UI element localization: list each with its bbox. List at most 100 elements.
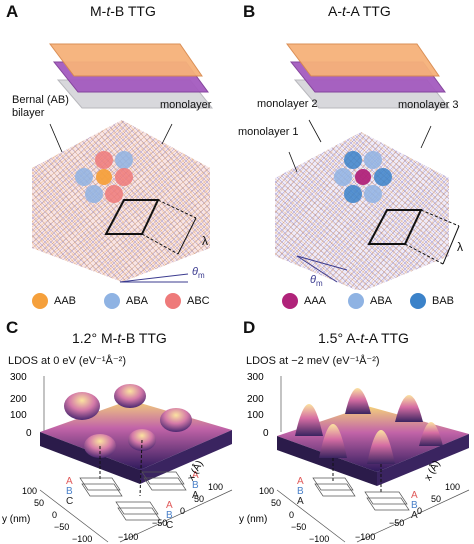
c-zticks-100: 100 <box>10 410 27 421</box>
d-peak-6 <box>419 422 443 446</box>
panel-b-title: A-t-A TTG <box>328 3 391 19</box>
panel-d-title: 1.5° A-t-A TTG <box>318 330 409 346</box>
monolayer-label-a: monolayer <box>160 99 212 111</box>
c-stack1-b: B <box>66 486 73 497</box>
c-lattice-stack-2 <box>141 471 187 491</box>
legend-item-bab: BAB <box>410 293 454 309</box>
c-peak-2 <box>114 384 146 408</box>
d-xtick-100: 100 <box>445 482 460 492</box>
d-ytick-m50: −50 <box>291 522 306 532</box>
legend-label-aba-b: ABA <box>370 295 393 307</box>
c-zticks-300: 300 <box>10 372 27 383</box>
panel-d-title-pre: 1.5° A- <box>318 330 361 346</box>
c-xtick-m50: −50 <box>152 518 167 528</box>
monolayer-1-label: monolayer 1 <box>238 126 299 138</box>
d-zticks-100: 100 <box>247 410 264 421</box>
d-stack1-b: B <box>297 486 304 497</box>
legend-item-abc: ABC <box>165 293 210 309</box>
legend-dot-bab <box>410 293 426 309</box>
legend-label-abc: ABC <box>187 295 210 307</box>
c-stack1-c: C <box>66 496 73 507</box>
panel-c-title-it: t <box>117 330 122 346</box>
d-ytick-0: 0 <box>289 510 294 520</box>
d-stack2-b: B <box>411 500 418 511</box>
monolayer-3-label: monolayer 3 <box>398 99 459 111</box>
c-stack2-c: A <box>192 490 199 501</box>
c-stack2-b: B <box>192 480 199 491</box>
panel-letter-a: A <box>6 2 19 21</box>
d-peak-3 <box>395 395 423 422</box>
legend-dot-aaa <box>282 293 298 309</box>
legend-label-bab: BAB <box>432 295 455 307</box>
theta-symbol-b: θ <box>310 274 316 286</box>
c-ytick-50: 50 <box>34 498 44 508</box>
layer-stack-a <box>49 43 214 109</box>
lambda-label-a: λ <box>202 234 208 248</box>
panel-d-zlabel: LDOS at −2 meV (eV⁻¹Å⁻²) <box>246 355 380 367</box>
panel-letter-c: C <box>6 318 19 337</box>
lambda-label-b: λ <box>457 240 463 254</box>
c-ytick-m50: −50 <box>54 522 69 532</box>
c-stack3-c: C <box>166 520 173 531</box>
c-ylabel: y (nm) <box>2 514 30 525</box>
d-lattice-stack-2 <box>364 491 410 511</box>
d-ylabel: y (nm) <box>239 514 267 525</box>
c-stack1-a: A <box>66 476 73 487</box>
d-zticks-0: 0 <box>263 428 269 439</box>
panel-c-surface-plot: 300 200 100 0 A B C A B A A B C 100 50 0… <box>2 372 233 544</box>
panel-c-zlabel: LDOS at 0 eV (eV⁻¹Å⁻²) <box>8 355 126 367</box>
panel-b-illustration <box>275 43 460 290</box>
d-stack2-a: A <box>411 490 418 501</box>
legend-dot-aab <box>32 293 48 309</box>
d-ytick-100: 100 <box>259 486 274 496</box>
d-ytick-m100: −100 <box>309 534 329 544</box>
legend-dot-abc <box>165 293 181 309</box>
panel-c-title-post: -B TTG <box>121 330 167 346</box>
legend-item-aab: AAB <box>32 293 76 309</box>
legend-item-aba-b: ABA <box>348 293 392 309</box>
legend-label-aab: AAB <box>54 295 77 307</box>
c-xtick-m100: −100 <box>118 532 138 542</box>
d-peak-1 <box>295 404 323 436</box>
d-stack1-a: A <box>297 476 304 487</box>
c-zticks-0: 0 <box>26 428 32 439</box>
theta-label-b: θm <box>310 274 323 288</box>
legend-dot-aba-a <box>104 293 120 309</box>
c-zticks-200: 200 <box>10 394 27 405</box>
d-peak-2 <box>345 388 371 414</box>
panel-letter-d: D <box>243 318 256 337</box>
theta-sub-a: m <box>197 271 205 281</box>
d-xtick-m100: −100 <box>355 532 375 542</box>
d-xtick-m50: −50 <box>389 518 404 528</box>
bilayer-label: bilayer <box>12 107 45 119</box>
legend-dot-aba-b <box>348 293 364 309</box>
d-zticks-300: 300 <box>247 372 264 383</box>
c-peak-3 <box>160 408 192 432</box>
c-ytick-100: 100 <box>22 486 37 496</box>
c-stack3-b: B <box>166 510 173 521</box>
panel-c-title: 1.2° M-t-B TTG <box>72 330 167 346</box>
d-ytick-50: 50 <box>271 498 281 508</box>
bernal-label: Bernal (AB) <box>12 94 69 106</box>
bernal-bilayer-label: Bernal (AB) bilayer <box>12 94 69 120</box>
d-peak-4 <box>319 424 347 458</box>
panel-a-title-post: -B TTG <box>110 3 156 19</box>
theta-label-a: θm <box>192 266 205 280</box>
legend-label-aaa: AAA <box>304 295 327 307</box>
panel-a-illustration <box>32 43 214 283</box>
panel-b-title-pre: A- <box>328 3 342 19</box>
c-ytick-0: 0 <box>52 510 57 520</box>
panel-b-title-it: t <box>342 3 346 19</box>
panel-d-title-post: -A TTG <box>364 330 409 346</box>
c-lattice-stack-3 <box>115 501 161 521</box>
d-xtick-0: 0 <box>417 506 422 516</box>
c-xtick-50: 50 <box>194 494 204 504</box>
panel-d-surface-plot: 300 200 100 0 A B A A B A 100 50 0 −50 −… <box>239 372 470 544</box>
monolayer-2-label: monolayer 2 <box>257 98 318 110</box>
c-ytick-m100: −100 <box>72 534 92 544</box>
panel-a-title-pre: M- <box>90 3 107 19</box>
theta-sub-b: m <box>315 279 323 289</box>
panel-c-title-pre: 1.2° M- <box>72 330 118 346</box>
c-stack3-a: A <box>166 500 173 511</box>
d-xtick-50: 50 <box>431 494 441 504</box>
